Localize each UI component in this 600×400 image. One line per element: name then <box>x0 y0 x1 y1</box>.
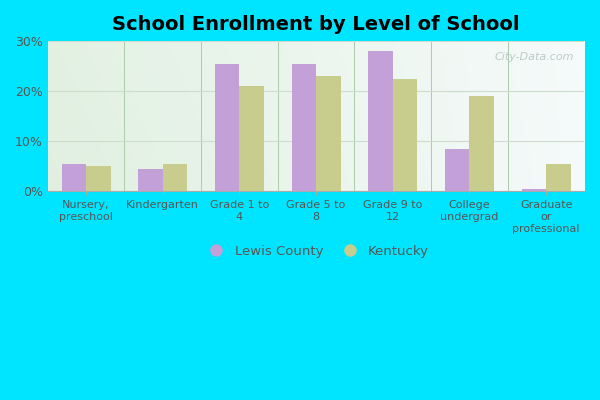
Bar <box>62 164 86 192</box>
Bar <box>521 189 546 192</box>
Bar <box>393 79 418 192</box>
Bar <box>292 64 316 192</box>
Bar <box>138 169 163 192</box>
Bar <box>546 164 571 192</box>
Bar <box>445 149 469 192</box>
Bar <box>368 51 393 192</box>
Bar <box>316 76 341 192</box>
Bar <box>215 64 239 192</box>
Bar <box>239 86 264 192</box>
Legend: Lewis County, Kentucky: Lewis County, Kentucky <box>198 240 434 263</box>
Bar <box>86 166 110 192</box>
Text: City-Data.com: City-Data.com <box>494 52 574 62</box>
Bar <box>163 164 187 192</box>
Title: School Enrollment by Level of School: School Enrollment by Level of School <box>112 15 520 34</box>
Bar <box>469 96 494 192</box>
